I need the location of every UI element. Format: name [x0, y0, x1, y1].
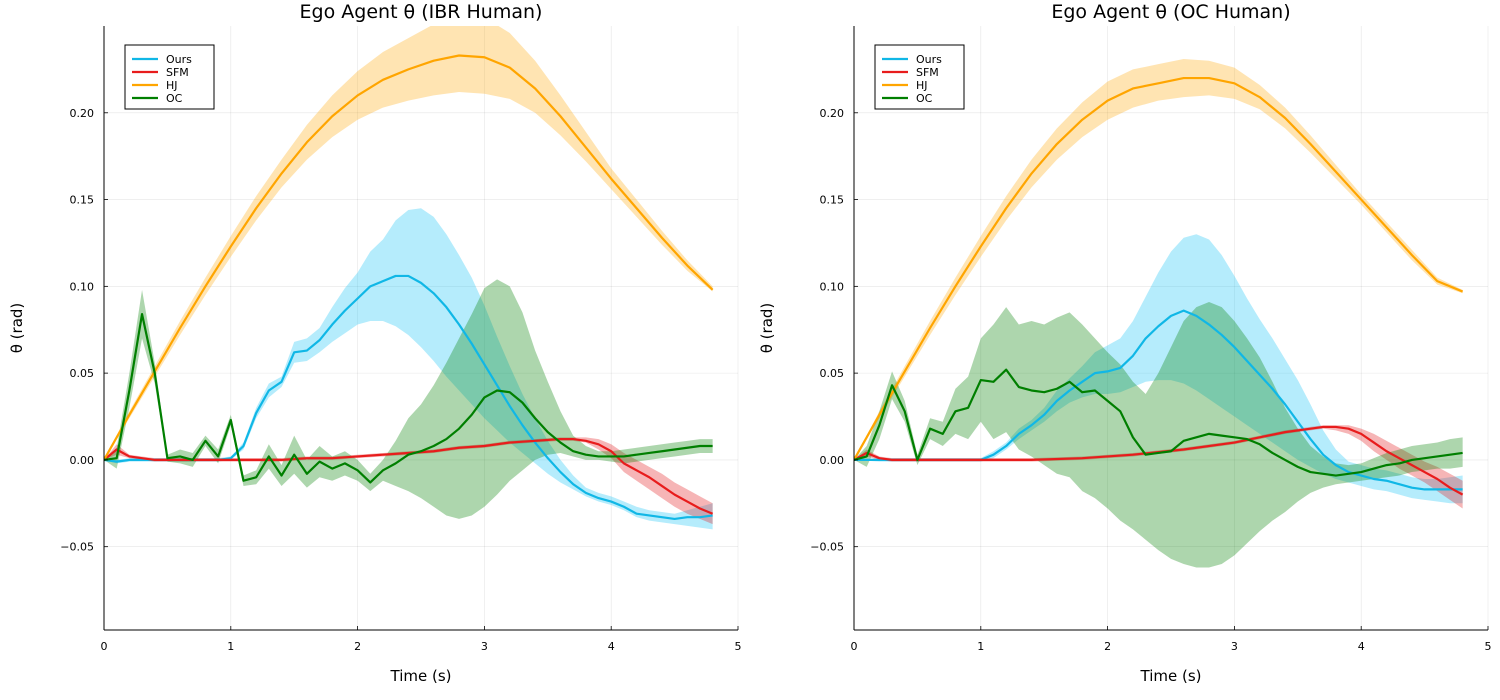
legend-label-oc: OC — [916, 92, 933, 105]
x-tick-label: 0 — [101, 640, 108, 653]
x-tick-label: 1 — [977, 640, 984, 653]
y-tick-label: 0.20 — [820, 107, 845, 120]
x-tick-label: 1 — [227, 640, 234, 653]
series-line-ours — [854, 309, 1463, 491]
series-line-hj — [104, 54, 714, 461]
y-tick-label: 0.05 — [70, 367, 95, 380]
band-ours — [854, 234, 1463, 504]
x-tick-label: 2 — [354, 640, 361, 653]
x-tick-label: 5 — [1485, 640, 1492, 653]
band-ours — [104, 208, 713, 530]
x-tick-label: 2 — [1104, 640, 1111, 653]
x-tick-label: 5 — [735, 640, 742, 653]
x-tick-label: 3 — [481, 640, 488, 653]
grid — [103, 26, 739, 630]
y-tick-label: 0.15 — [70, 194, 95, 207]
band-hj — [104, 26, 713, 460]
legend-label-hj: HJ — [166, 79, 178, 92]
plot-area — [104, 26, 714, 530]
x-tick-label: 3 — [1231, 640, 1238, 653]
band-hj — [854, 58, 1463, 460]
y-tick-label: 0.10 — [820, 280, 845, 293]
band-oc — [854, 301, 1463, 568]
y-tick-label: 0.05 — [820, 367, 845, 380]
x-tick-label: 4 — [1358, 640, 1365, 653]
series-line-hj — [854, 76, 1464, 461]
y-tick-label: −0.05 — [810, 541, 844, 554]
legend-label-oc: OC — [166, 92, 183, 105]
x-axis-label: Time (s) — [1140, 667, 1202, 685]
legend-label-ours: Ours — [916, 53, 942, 66]
band-oc — [104, 279, 713, 519]
chart-ibr-human: Ego Agent θ (IBR Human) Time (s) θ (rad)… — [8, 1, 742, 685]
x-axis-label: Time (s) — [390, 667, 452, 685]
y-tick-label: −0.05 — [60, 541, 94, 554]
chart-title: Ego Agent θ (IBR Human) — [300, 1, 543, 23]
legend-label-sfm: SFM — [916, 66, 939, 79]
y-tick-label: 0.15 — [820, 194, 845, 207]
chart-oc-human: Ego Agent θ (OC Human) Time (s) θ (rad) … — [758, 1, 1492, 685]
series-line-oc — [104, 313, 713, 484]
y-tick-label: 0.20 — [70, 107, 95, 120]
legend-label-ours: Ours — [166, 53, 192, 66]
series-line-oc — [854, 368, 1463, 477]
plot-area — [854, 58, 1464, 568]
y-axis-label: θ (rad) — [758, 303, 776, 354]
y-tick-label: 0.10 — [70, 280, 95, 293]
legend-label-hj: HJ — [916, 79, 928, 92]
x-tick-label: 0 — [851, 640, 858, 653]
x-tick-label: 4 — [608, 640, 615, 653]
y-tick-label: 0.00 — [70, 454, 95, 467]
y-tick-label: 0.00 — [820, 454, 845, 467]
chart-title: Ego Agent θ (OC Human) — [1051, 1, 1290, 23]
y-axis-label: θ (rad) — [8, 303, 26, 354]
legend-label-sfm: SFM — [166, 66, 189, 79]
